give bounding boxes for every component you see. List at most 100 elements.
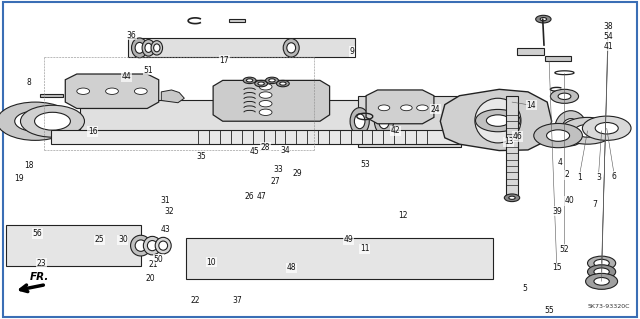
Bar (229, 19, 245, 22)
Text: 20: 20 (145, 274, 156, 283)
Circle shape (378, 105, 390, 111)
Ellipse shape (147, 241, 157, 251)
Ellipse shape (131, 235, 151, 256)
Circle shape (259, 109, 272, 115)
Text: 8: 8 (26, 78, 31, 87)
Text: 35: 35 (196, 152, 207, 161)
Circle shape (20, 105, 84, 137)
Ellipse shape (142, 40, 155, 56)
Text: 30: 30 (118, 235, 128, 244)
Text: 15: 15 (552, 263, 562, 272)
Circle shape (594, 268, 609, 276)
Text: 50: 50 (154, 255, 164, 263)
Text: 47: 47 (256, 192, 266, 201)
Text: 18: 18 (24, 161, 33, 170)
Circle shape (588, 265, 616, 279)
Circle shape (586, 273, 618, 289)
Circle shape (243, 77, 256, 84)
Bar (517, 48, 544, 55)
Text: 56: 56 (32, 229, 42, 238)
Text: FR.: FR. (30, 272, 49, 282)
Circle shape (540, 18, 547, 21)
Polygon shape (65, 74, 159, 108)
Circle shape (417, 105, 428, 111)
Circle shape (509, 196, 515, 199)
Ellipse shape (143, 236, 161, 255)
Ellipse shape (355, 114, 365, 129)
Ellipse shape (155, 237, 172, 254)
Text: 27: 27 (270, 177, 280, 186)
Text: 28: 28 (261, 143, 270, 152)
Circle shape (594, 278, 609, 285)
Polygon shape (51, 130, 486, 144)
Ellipse shape (135, 42, 144, 53)
Bar (545, 56, 571, 61)
Text: 48: 48 (286, 263, 296, 272)
Text: 52: 52 (559, 245, 570, 254)
Polygon shape (6, 225, 141, 266)
Text: 14: 14 (526, 101, 536, 110)
Text: 21: 21 (149, 260, 158, 269)
Text: 36: 36 (126, 31, 136, 40)
Text: 34: 34 (280, 146, 290, 155)
Ellipse shape (287, 43, 296, 53)
Text: 16: 16 (88, 127, 98, 136)
Ellipse shape (283, 39, 300, 57)
Circle shape (0, 102, 74, 140)
Text: 24: 24 (430, 105, 440, 114)
Polygon shape (366, 90, 434, 124)
Ellipse shape (555, 111, 587, 146)
Polygon shape (358, 96, 461, 147)
Polygon shape (40, 94, 63, 97)
Circle shape (258, 82, 264, 85)
Circle shape (588, 256, 616, 270)
Circle shape (595, 122, 618, 134)
Text: 51: 51 (143, 66, 154, 75)
Ellipse shape (374, 108, 394, 135)
Polygon shape (161, 90, 184, 103)
Text: 32: 32 (164, 207, 175, 216)
Circle shape (77, 88, 90, 94)
Text: 53: 53 (360, 160, 370, 169)
Circle shape (547, 130, 570, 141)
Circle shape (266, 77, 278, 84)
Ellipse shape (145, 43, 152, 52)
Text: 42: 42 (390, 126, 401, 135)
Text: 9: 9 (349, 47, 355, 56)
Circle shape (134, 88, 147, 94)
Text: 2: 2 (564, 170, 569, 179)
Text: 11: 11 (360, 244, 369, 253)
Circle shape (534, 123, 582, 148)
Text: 1: 1 (577, 173, 582, 182)
Text: 10: 10 (206, 258, 216, 267)
Circle shape (255, 80, 268, 87)
Text: 33: 33 (273, 165, 284, 174)
Text: 49: 49 (344, 235, 354, 244)
Circle shape (536, 15, 551, 23)
Circle shape (558, 93, 571, 100)
Circle shape (35, 112, 70, 130)
Text: 17: 17 (219, 56, 229, 65)
Circle shape (401, 105, 412, 111)
Circle shape (594, 259, 609, 267)
Text: 55: 55 (544, 306, 554, 315)
Circle shape (582, 116, 631, 140)
Text: 13: 13 (504, 137, 514, 146)
Text: 43: 43 (160, 225, 170, 234)
Text: 6: 6 (612, 172, 617, 181)
Ellipse shape (154, 44, 160, 52)
Ellipse shape (379, 114, 389, 129)
Text: 25: 25 (94, 235, 104, 244)
Ellipse shape (475, 98, 521, 143)
Ellipse shape (135, 240, 147, 251)
Circle shape (269, 79, 275, 82)
Circle shape (550, 89, 579, 103)
Text: 40: 40 (564, 197, 575, 205)
Polygon shape (128, 38, 355, 57)
Text: 26: 26 (244, 192, 255, 201)
Polygon shape (440, 89, 552, 151)
Text: 5: 5 (522, 284, 527, 293)
Text: 38: 38 (603, 22, 613, 31)
Text: 7: 7 (593, 200, 598, 209)
Circle shape (486, 115, 509, 126)
